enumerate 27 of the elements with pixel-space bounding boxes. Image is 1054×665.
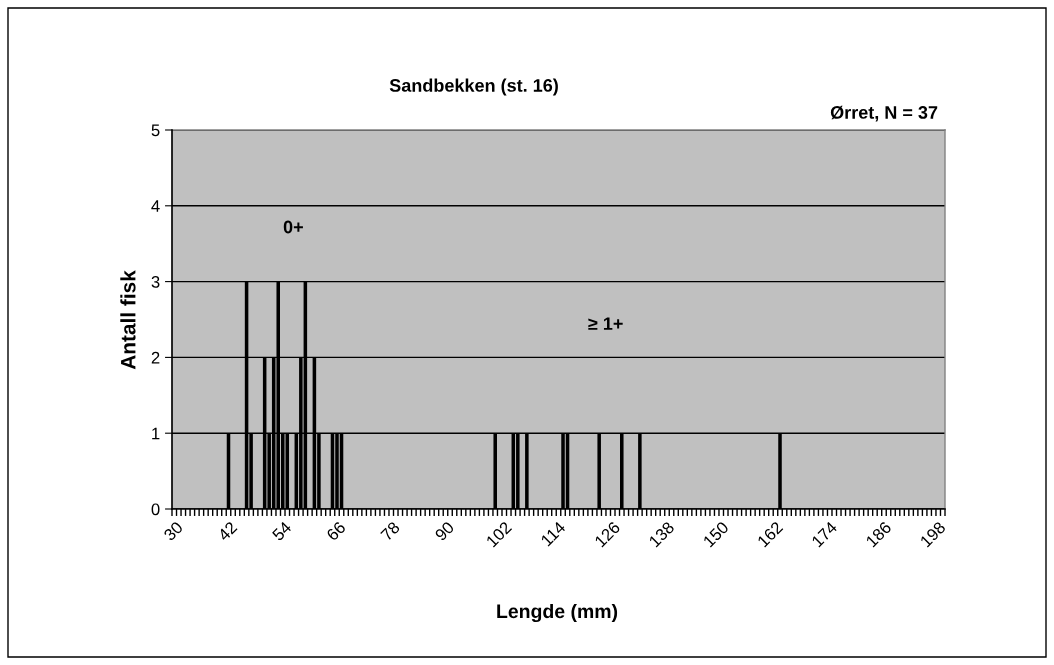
y-tick-label: 0 — [151, 503, 160, 516]
x-tick-label: 126 — [594, 520, 621, 548]
x-tick-label: 102 — [485, 521, 513, 548]
y-tick-label: 4 — [151, 200, 160, 212]
x-tick-label: 150 — [702, 520, 730, 548]
y-axis-title: Antall fisk — [120, 270, 136, 370]
annotation: 0+ — [283, 220, 303, 234]
x-tick-label: 138 — [648, 520, 675, 548]
x-tick-label: 114 — [540, 520, 567, 547]
x-tick-label: 174 — [811, 520, 838, 548]
x-tick-label: 42 — [217, 521, 238, 542]
x-tick-label: 198 — [919, 520, 947, 548]
chart-title: Sandbekken (st. 16) — [389, 78, 558, 96]
y-tick-label: 5 — [151, 124, 160, 137]
y-tick-label: 3 — [151, 276, 160, 288]
x-tick-label: 78 — [380, 520, 401, 542]
x-tick-label: 186 — [865, 520, 892, 548]
x-axis-title: Lengde (mm) — [497, 603, 618, 623]
y-tick-label: 2 — [151, 351, 160, 364]
x-tick-label: 162 — [756, 521, 784, 548]
annotation: ≥ 1+ — [588, 317, 623, 330]
chart-subtitle: Ørret, N = 37 — [830, 105, 938, 122]
x-tick-label: 30 — [162, 520, 184, 542]
y-tick-label: 1 — [152, 427, 160, 440]
x-tick-label: 90 — [434, 520, 455, 542]
x-tick-label: 66 — [325, 520, 347, 542]
x-tick-label: 54 — [271, 520, 293, 542]
